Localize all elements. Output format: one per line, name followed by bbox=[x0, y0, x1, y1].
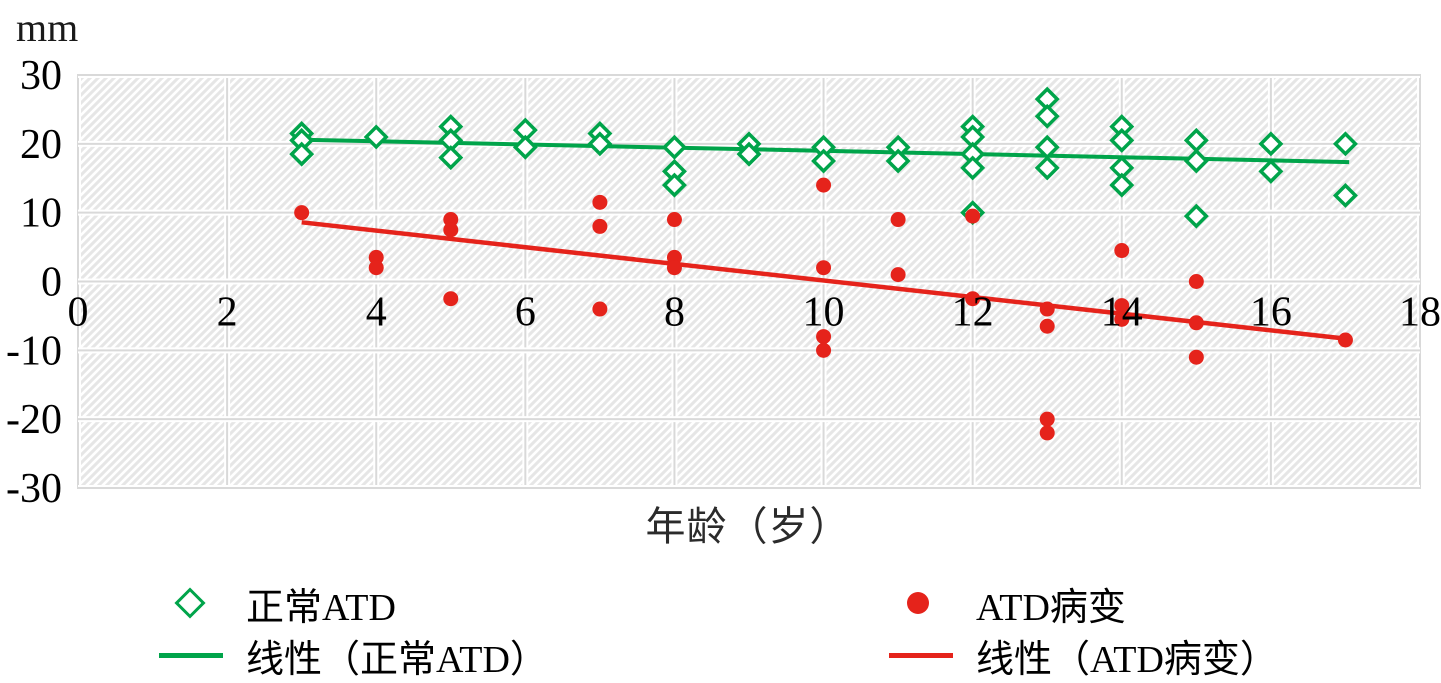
normal-atd-point bbox=[1258, 131, 1284, 157]
normal-atd-point bbox=[438, 145, 464, 171]
y-tick-label: 20 bbox=[20, 122, 62, 168]
x-tick-label: 18 bbox=[1399, 290, 1441, 336]
atd-lesion-point bbox=[666, 260, 682, 276]
legend-item-normal-atd: 正常ATD bbox=[158, 577, 548, 629]
normal-atd-point bbox=[363, 124, 389, 150]
legend-item-linear-atd-lesion: 线性（ATD病变） bbox=[888, 629, 1278, 681]
atd-lesion-point bbox=[965, 208, 981, 224]
legend-column-right: ATD病变 线性（ATD病变） bbox=[888, 577, 1278, 681]
y-tick-label: 30 bbox=[20, 53, 62, 99]
atd-lesion-point bbox=[816, 260, 832, 276]
atd-lesion-point bbox=[816, 329, 832, 345]
legend-marker-cell bbox=[888, 592, 976, 614]
normal-atd-point bbox=[1183, 203, 1209, 229]
normal-atd-point bbox=[960, 155, 986, 181]
atd-lesion-point bbox=[666, 249, 682, 265]
atd-lesion-point bbox=[1114, 311, 1130, 327]
legend: 正常ATD 线性（正常ATD） ATD病变 线性（ATD病变） bbox=[0, 577, 1441, 681]
atd-lesion-point bbox=[1114, 243, 1130, 259]
x-tick-label: 10 bbox=[803, 290, 845, 336]
atd-lesion-point bbox=[443, 291, 459, 307]
atd-lesion-point bbox=[965, 291, 981, 307]
legend-label: 线性（正常ATD） bbox=[246, 638, 548, 681]
atd-lesion-point bbox=[1188, 349, 1204, 365]
y-tick-label: -30 bbox=[6, 466, 62, 512]
x-tick-label: 6 bbox=[515, 290, 536, 336]
atd-lesion-point bbox=[592, 194, 608, 210]
atd-lesion-point bbox=[1188, 315, 1204, 331]
atd-lesion-point bbox=[1039, 318, 1055, 334]
y-tick-label: 10 bbox=[20, 191, 62, 237]
normal-atd-point bbox=[1109, 127, 1135, 153]
normal-atd-point bbox=[885, 148, 911, 174]
legend-marker-cell bbox=[158, 587, 246, 619]
normal-atd-point bbox=[587, 131, 613, 157]
x-tick-label: 0 bbox=[68, 290, 89, 336]
x-tick-label: 14 bbox=[1101, 290, 1143, 336]
legend-label: 线性（ATD病变） bbox=[976, 638, 1278, 681]
atd-lesion-point bbox=[1114, 298, 1130, 314]
x-tick-label: 12 bbox=[952, 290, 994, 336]
legend-item-atd-lesion: ATD病变 bbox=[888, 577, 1278, 629]
legend-label: 正常ATD bbox=[246, 586, 396, 629]
normal-atd-point bbox=[1258, 158, 1284, 184]
normal-atd-point bbox=[661, 134, 687, 160]
normal-atd-point bbox=[1332, 182, 1358, 208]
red-trendline-marker-icon bbox=[889, 652, 953, 658]
legend-label: ATD病变 bbox=[976, 586, 1126, 629]
atd-lesion-point bbox=[368, 260, 384, 276]
normal-atd-point bbox=[512, 134, 538, 160]
atd-lesion-point bbox=[890, 267, 906, 283]
atd-lesion-trend-line bbox=[301, 220, 1346, 341]
legend-marker-cell bbox=[158, 652, 246, 658]
atd-lesion-point bbox=[666, 212, 682, 228]
atd-lesion-point bbox=[443, 222, 459, 238]
x-tick-label: 8 bbox=[664, 290, 685, 336]
atd-lesion-point bbox=[592, 218, 608, 234]
y-tick-label: -20 bbox=[6, 397, 62, 443]
y-tick-label: 0 bbox=[41, 260, 62, 306]
legend-column-left: 正常ATD 线性（正常ATD） bbox=[158, 577, 548, 681]
atd-lesion-point bbox=[816, 342, 832, 358]
atd-lesion-series bbox=[294, 177, 1353, 441]
atd-lesion-point bbox=[890, 212, 906, 228]
legend-item-linear-normal-atd: 线性（正常ATD） bbox=[158, 629, 548, 681]
atd-lesion-point bbox=[592, 301, 608, 317]
normal-atd-point bbox=[1109, 172, 1135, 198]
y-tick-label: -10 bbox=[6, 328, 62, 374]
atd-lesion-point bbox=[816, 177, 832, 193]
normal-atd-point bbox=[661, 172, 687, 198]
atd-lesion-point bbox=[1039, 411, 1055, 427]
atd-lesion-point bbox=[443, 212, 459, 228]
filled-circle-marker-icon bbox=[907, 592, 929, 614]
green-trendline-marker-icon bbox=[159, 652, 223, 658]
normal-atd-point bbox=[289, 141, 315, 167]
atd-lesion-point bbox=[1337, 332, 1353, 348]
atd-lesion-point bbox=[1188, 274, 1204, 289]
x-tick-label: 4 bbox=[366, 290, 387, 336]
normal-atd-series bbox=[289, 86, 1358, 229]
atd-lesion-point bbox=[294, 205, 310, 221]
normal-atd-point bbox=[1034, 155, 1060, 181]
normal-atd-point bbox=[1332, 131, 1358, 157]
normal-atd-point bbox=[1034, 103, 1060, 129]
y-axis-unit-label: mm bbox=[16, 5, 79, 50]
x-axis-title: 年龄（岁） bbox=[645, 504, 851, 549]
x-tick-label: 2 bbox=[217, 290, 238, 336]
atd-lesion-point bbox=[1039, 301, 1055, 317]
legend-marker-cell bbox=[888, 652, 976, 658]
normal-atd-point bbox=[736, 141, 762, 167]
atd-lesion-point bbox=[1039, 425, 1055, 441]
x-tick-label: 16 bbox=[1250, 290, 1292, 336]
normal-atd-point bbox=[811, 148, 837, 174]
normal-atd-point bbox=[1183, 148, 1209, 174]
open-diamond-marker-icon bbox=[174, 587, 206, 619]
atd-lesion-point bbox=[368, 249, 384, 265]
